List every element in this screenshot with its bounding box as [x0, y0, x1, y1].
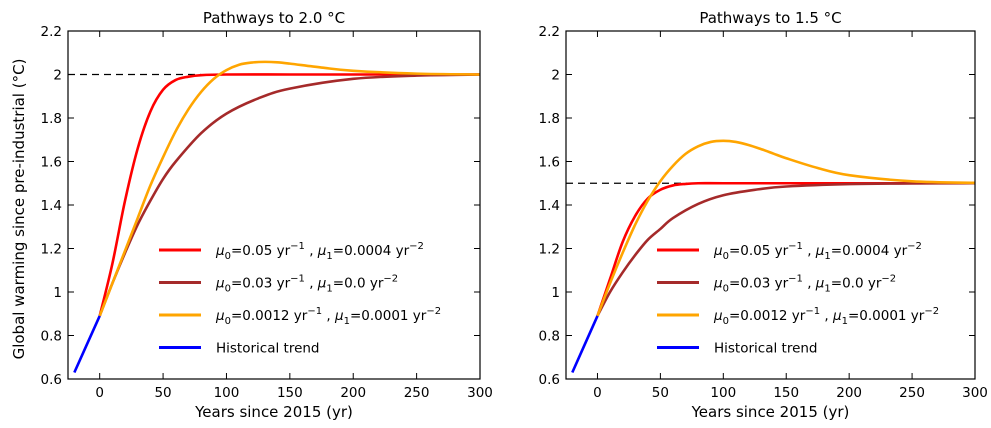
legend-label: μ0=0.05 yr−1 , μ1=0.0004 yr−2 [215, 241, 424, 262]
x-axis-label: Years since 2015 (yr) [194, 403, 353, 421]
y-tick-label: 1.8 [41, 111, 62, 127]
y-tick-label: 2.2 [539, 24, 560, 40]
series-line-3 [596, 139, 976, 317]
plot-frame [67, 30, 481, 380]
x-tick-label: 250 [404, 385, 430, 401]
series-line-4 [73, 315, 101, 374]
panel-2: Pathways to 1.5 °C Years since 2015 (yr) 0… [539, 9, 988, 421]
x-tick-label: 100 [710, 385, 736, 401]
legend-label: μ0=0.0012 yr−1 , μ1=0.0001 yr−2 [713, 306, 939, 327]
y-tick-label: 0.6 [539, 372, 560, 388]
legend-label: Historical trend [714, 341, 818, 357]
legend: μ0=0.05 yr−1 , μ1=0.0004 yr−2 μ0=0.03 yr−… [159, 241, 441, 357]
y-tick-label: 1.8 [539, 111, 560, 127]
y-tick-label: 1 [53, 285, 62, 301]
series-line-3 [98, 60, 481, 317]
shared-y-axis-label: Global warming since pre-industrial (°C) [10, 59, 28, 360]
legend-label: μ0=0.03 yr−1 , μ1=0.0 yr−2 [215, 274, 398, 295]
x-tick-label: 200 [836, 385, 862, 401]
plot-frame [565, 30, 976, 380]
series-line-4 [571, 315, 599, 374]
x-tick-label: 50 [154, 385, 171, 401]
panel-1: Pathways to 2.0 °C Years since 2015 (yr) 0… [41, 9, 493, 421]
x-tick-label: 100 [214, 385, 240, 401]
y-tick-label: 1.4 [41, 198, 62, 214]
y-tick-label: 2 [53, 68, 62, 84]
legend-label: Historical trend [216, 341, 320, 357]
x-tick-label: 250 [899, 385, 925, 401]
y-tick-label: 2.2 [41, 24, 62, 40]
panel-title: Pathways to 1.5 °C [699, 9, 841, 27]
x-tick-label: 300 [962, 385, 988, 401]
x-tick-label: 150 [277, 385, 303, 401]
y-tick-label: 1.2 [41, 242, 62, 258]
y-tick-label: 0.6 [41, 372, 62, 388]
x-axis-label: Years since 2015 (yr) [691, 403, 850, 421]
y-tick-label: 2 [551, 68, 560, 84]
legend-label: μ0=0.03 yr−1 , μ1=0.0 yr−2 [713, 274, 896, 295]
legend-label: μ0=0.0012 yr−1 , μ1=0.0001 yr−2 [215, 306, 441, 327]
series-line-1 [98, 73, 480, 317]
y-tick-label: 0.8 [41, 329, 62, 345]
y-tick-label: 1 [551, 285, 560, 301]
x-tick-label: 300 [467, 385, 493, 401]
x-tick-label: 0 [95, 385, 104, 401]
x-tick-label: 50 [652, 385, 669, 401]
panel-title: Pathways to 2.0 °C [203, 9, 345, 27]
legend: μ0=0.05 yr−1 , μ1=0.0004 yr−2 μ0=0.03 yr−… [657, 241, 939, 357]
legend-label: μ0=0.05 yr−1 , μ1=0.0004 yr−2 [713, 241, 922, 262]
x-tick-label: 150 [773, 385, 799, 401]
x-tick-label: 200 [340, 385, 366, 401]
x-tick-label: 0 [593, 385, 602, 401]
y-tick-label: 1.6 [539, 155, 560, 171]
y-tick-label: 1.4 [539, 198, 560, 214]
y-tick-label: 0.8 [539, 329, 560, 345]
y-tick-label: 1.2 [539, 242, 560, 258]
series-line-2 [596, 181, 976, 317]
y-tick-label: 1.6 [41, 155, 62, 171]
